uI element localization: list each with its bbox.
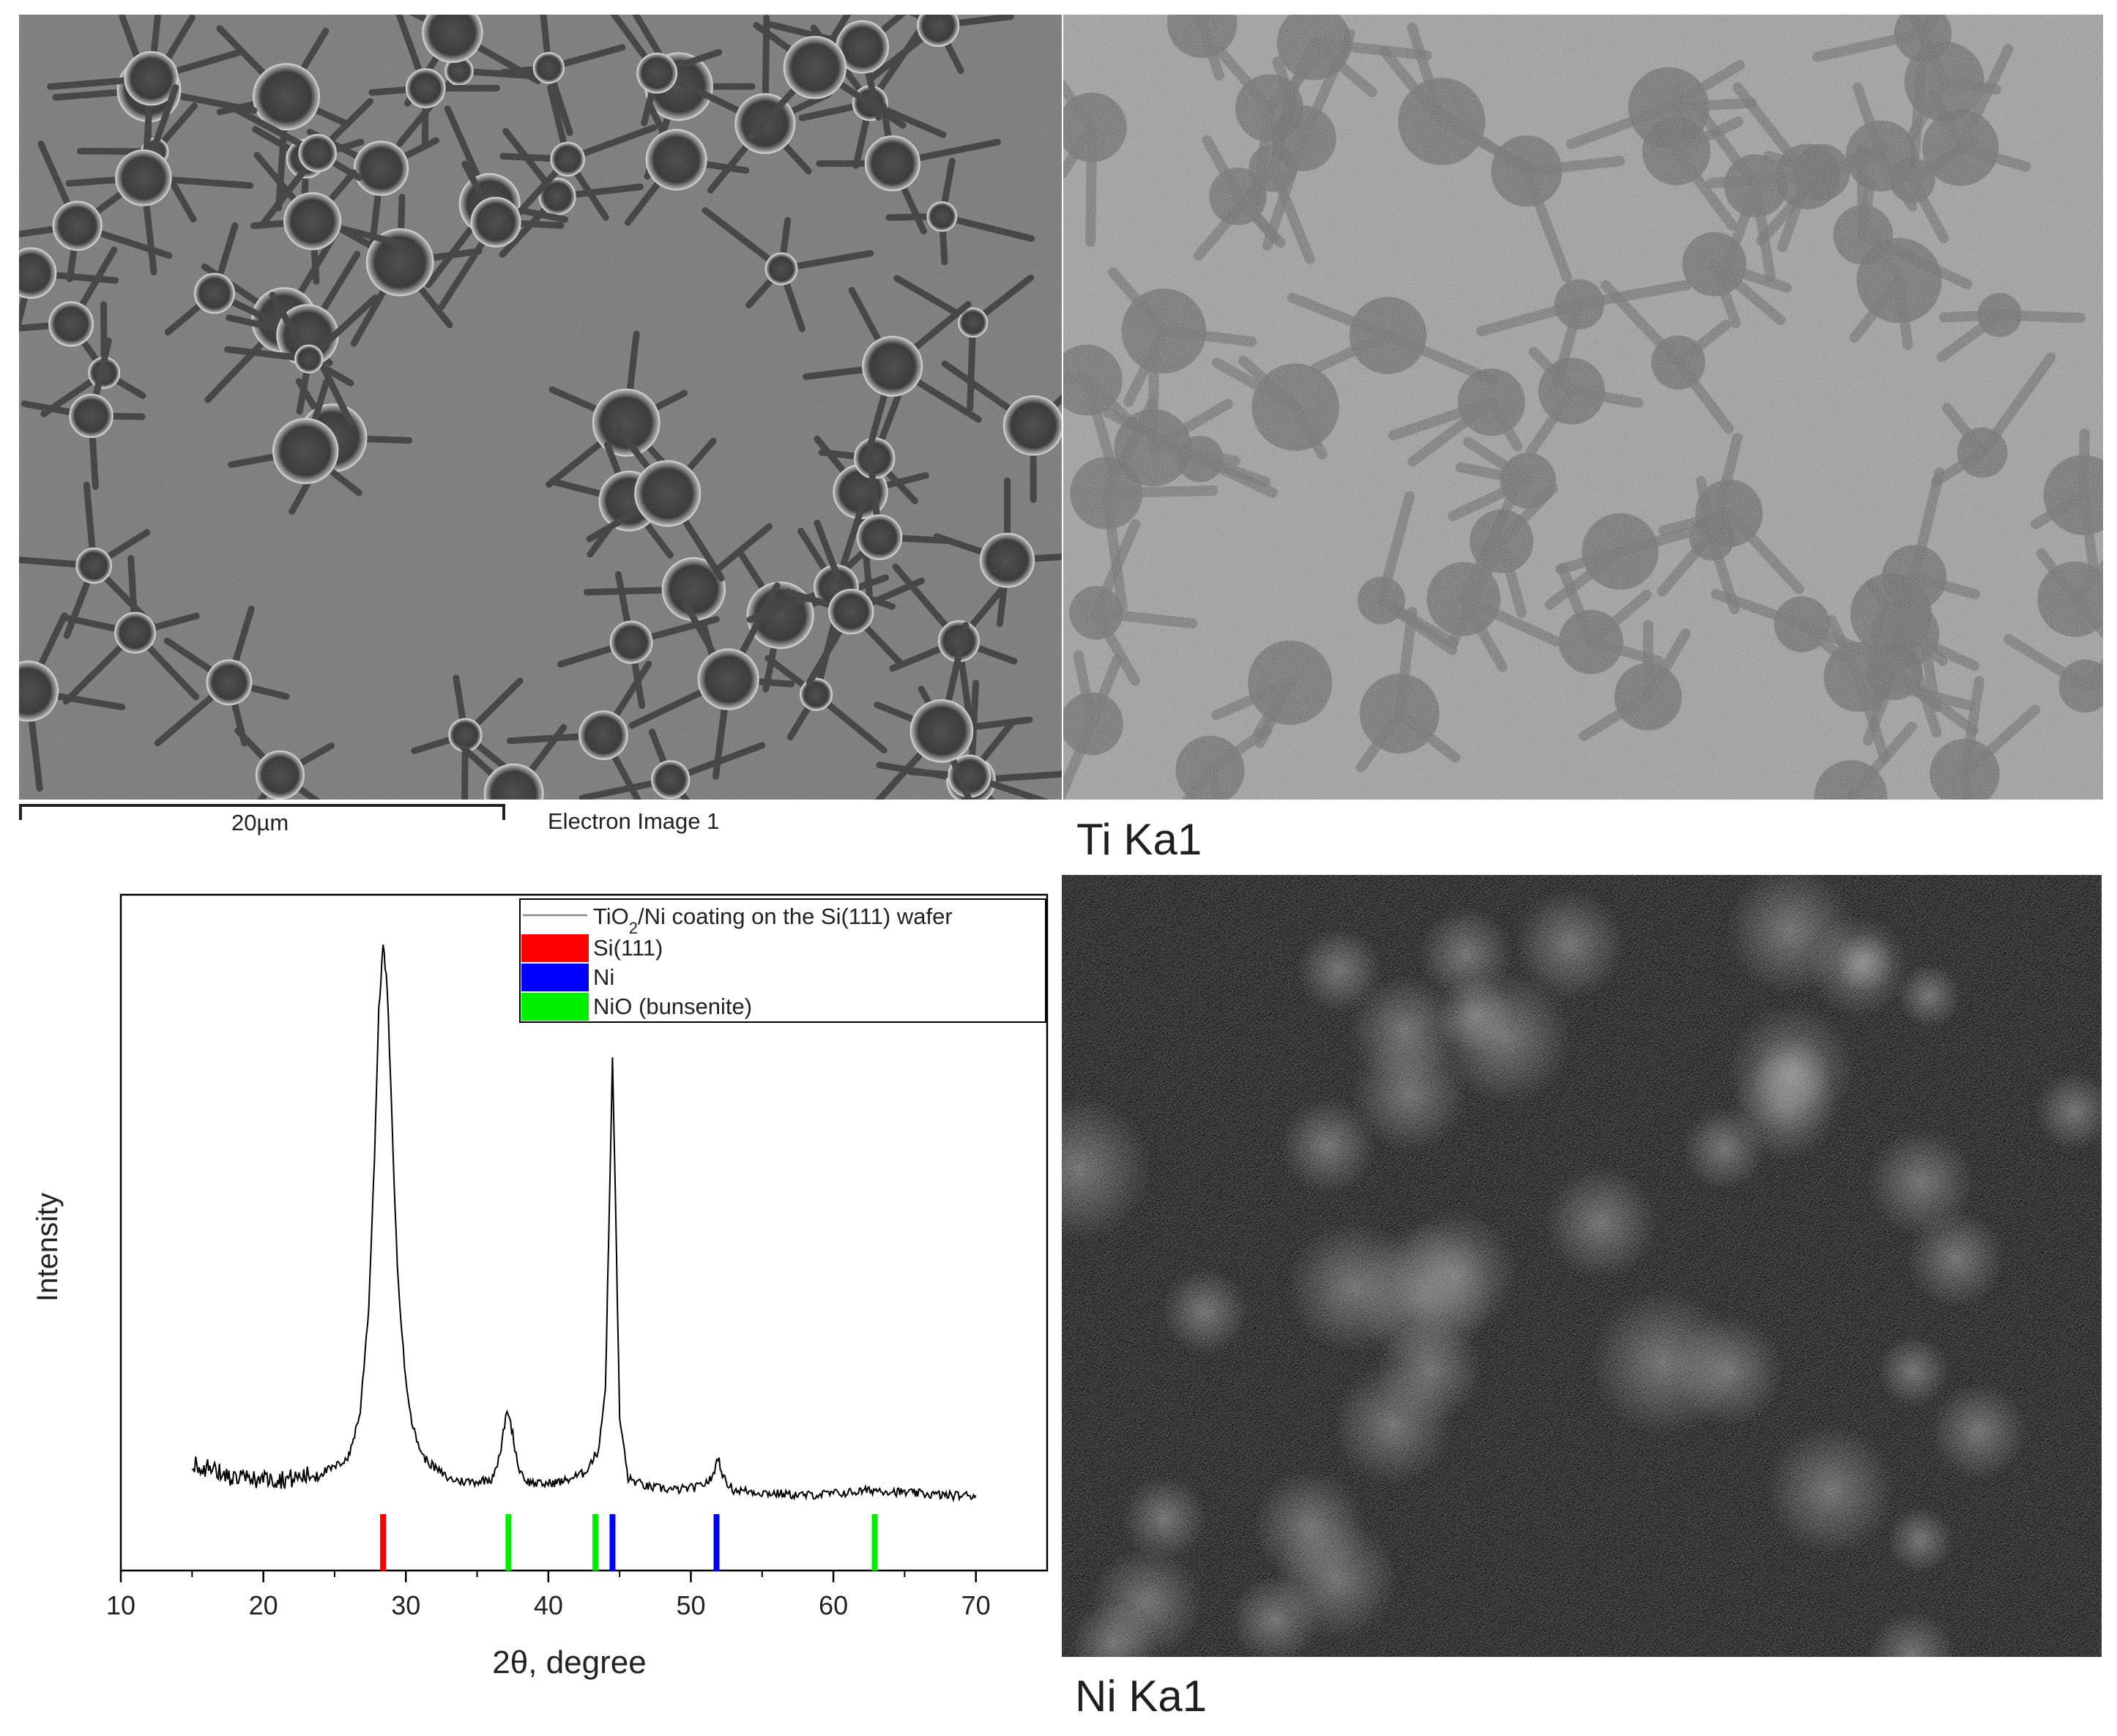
x-tick-label: 20 (249, 1590, 278, 1620)
reference-line (609, 1514, 616, 1571)
x-axis: 10 20 30 40 50 60 70 (106, 1571, 991, 1620)
legend-swatch (521, 964, 589, 991)
legend-swatch (521, 993, 589, 1021)
legend-swatch (521, 934, 589, 962)
legend-box (519, 898, 1046, 1023)
ni-map-label: Ni Ka1 (1075, 1672, 1208, 1721)
plot-frame (119, 893, 1049, 1572)
legend-label: NiO (bunsenite) (593, 994, 752, 1019)
scale-bar-line (19, 804, 505, 807)
scale-bar: 20µm (19, 801, 532, 845)
reference-line (380, 1514, 387, 1571)
x-tick-label: 40 (534, 1590, 563, 1620)
legend-label: Si(111) (593, 935, 663, 961)
x-tick-label: 50 (676, 1590, 705, 1620)
reference-line (592, 1514, 599, 1571)
scale-bar-label: 20µm (231, 810, 289, 835)
series-line (191, 945, 977, 1502)
electron-image-caption: Electron Image 1 (548, 808, 720, 834)
xrd-chart: 10 20 30 40 50 60 70 2θ, degree Intensity TiO2… (31, 893, 1049, 1680)
reference-lines (380, 1514, 878, 1571)
ti-map (1063, 15, 2103, 800)
x-tick-label: 70 (961, 1590, 991, 1620)
electron-image-graphic (19, 15, 1062, 800)
legend-series-label: TiO2/Ni coating on the Si(111) wafer (593, 904, 953, 937)
scale-bar-tick-right (502, 804, 505, 820)
ti-map-label: Ti Ka1 (1076, 815, 1202, 864)
reference-line (505, 1514, 512, 1571)
legend: TiO2/Ni coating on the Si(111) waferSi(1… (519, 898, 1046, 1023)
legend-label: Ni (593, 964, 614, 990)
scale-bar-tick-left (19, 804, 22, 820)
reference-line (713, 1514, 720, 1571)
x-tick-label: 60 (819, 1590, 848, 1620)
ni-map-graphic (1062, 875, 2102, 1657)
y-axis-label: Intensity (31, 1193, 64, 1302)
electron-image (19, 15, 1062, 800)
x-axis-label: 2θ, degree (492, 1644, 646, 1680)
reference-line (871, 1514, 878, 1571)
x-tick-label: 30 (391, 1590, 420, 1620)
ni-map (1062, 875, 2102, 1657)
ti-map-graphic (1063, 15, 2103, 800)
x-tick-label: 10 (106, 1590, 135, 1620)
